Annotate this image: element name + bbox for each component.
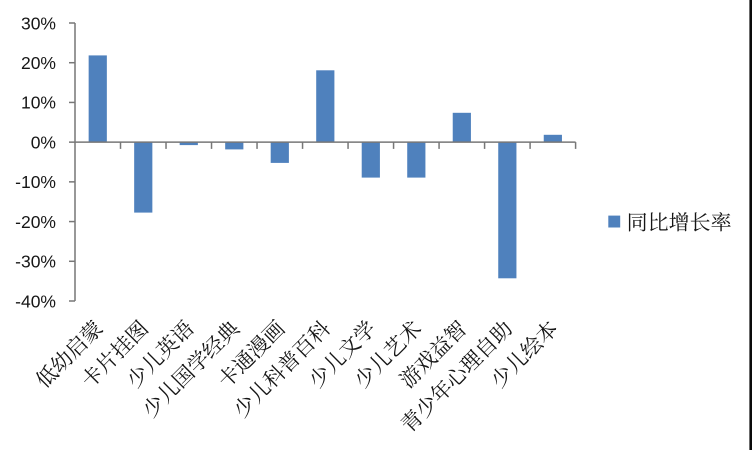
svg-text:10%: 10%	[21, 93, 56, 113]
svg-text:20%: 20%	[21, 53, 56, 73]
svg-text:-20%: -20%	[15, 212, 56, 232]
svg-text:30%: 30%	[21, 13, 56, 33]
svg-text:0%: 0%	[31, 132, 56, 152]
svg-text:-40%: -40%	[15, 291, 56, 311]
svg-text:-10%: -10%	[15, 172, 56, 192]
svg-text:-30%: -30%	[15, 252, 56, 272]
